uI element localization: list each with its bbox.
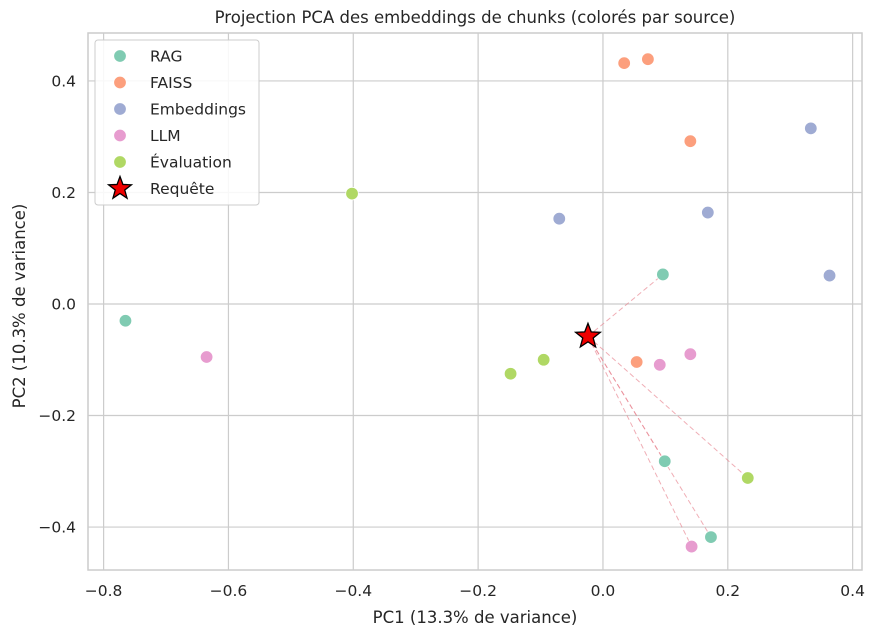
legend-marker-évaluation [113, 155, 127, 169]
point-embeddings [701, 205, 715, 220]
query-marker-group [573, 321, 603, 349]
legend-label: RAG [150, 48, 182, 66]
point-évaluation [345, 186, 359, 201]
point-embeddings [822, 268, 837, 283]
query-link-line [587, 335, 749, 479]
query-link-line [587, 274, 664, 337]
y-tick-label: −0.2 [38, 407, 76, 425]
point-llm [684, 539, 699, 554]
x-tick-label: −0.6 [210, 582, 248, 600]
point-llm [683, 347, 698, 361]
x-tick-label: −0.8 [85, 582, 123, 600]
x-tick-labels: −0.8 −0.6 −0.4 −0.2 0.0 0.2 0.4 [85, 582, 865, 600]
legend-label: LLM [150, 127, 181, 145]
point-rag [704, 530, 718, 544]
chart-title: Projection PCA des embeddings de chunks … [215, 8, 736, 27]
point-embeddings [804, 121, 818, 136]
legend-label: Requête [150, 180, 214, 198]
point-faiss [617, 56, 631, 70]
x-tick-label: 0.2 [715, 582, 740, 600]
point-faiss [641, 52, 655, 66]
point-embeddings [552, 211, 566, 226]
x-tick-label: −0.4 [334, 582, 372, 600]
point-rag [118, 314, 133, 328]
legend-marker-llm [113, 128, 127, 143]
x-tick-label: 0.0 [591, 582, 616, 600]
legend-label: Embeddings [150, 101, 246, 119]
legend-marker-embeddings [113, 102, 127, 116]
legend-label: FAISS [150, 74, 192, 92]
data-points [118, 52, 837, 554]
y-axis-label: PC2 (10.3% de variance) [10, 204, 29, 409]
point-évaluation [503, 367, 518, 381]
legend-star-icon [106, 174, 134, 200]
legend: RAG FAISS Embeddings LLM Évaluation Requête [94, 39, 260, 206]
legend-marker-rag [113, 49, 127, 63]
x-axis-label: PC1 (13.3% de variance) [373, 608, 578, 627]
query-links [587, 274, 749, 547]
query-link-line [587, 336, 693, 547]
query-star-marker [573, 321, 603, 349]
point-rag [656, 267, 670, 282]
y-tick-label: 0.0 [51, 296, 76, 314]
legend-box [94, 39, 260, 206]
y-tick-labels: −0.4 −0.2 0.0 0.2 0.4 [38, 72, 76, 536]
legend-label: Évaluation [150, 153, 232, 172]
y-tick-label: −0.4 [38, 519, 76, 537]
point-llm [653, 358, 667, 372]
point-évaluation [536, 353, 551, 367]
y-tick-label: 0.4 [51, 72, 76, 90]
point-évaluation [741, 471, 755, 485]
query-link-line [587, 336, 712, 538]
plot-frame [87, 32, 863, 571]
point-faiss [683, 134, 698, 148]
point-faiss [629, 355, 644, 369]
x-tick-label: −0.2 [459, 582, 497, 600]
grid-lines [88, 33, 862, 570]
point-llm [199, 350, 214, 364]
x-tick-label: 0.4 [840, 582, 865, 600]
legend-marker-faiss [113, 75, 127, 90]
point-rag [658, 454, 672, 468]
y-tick-label: 0.2 [51, 184, 76, 202]
